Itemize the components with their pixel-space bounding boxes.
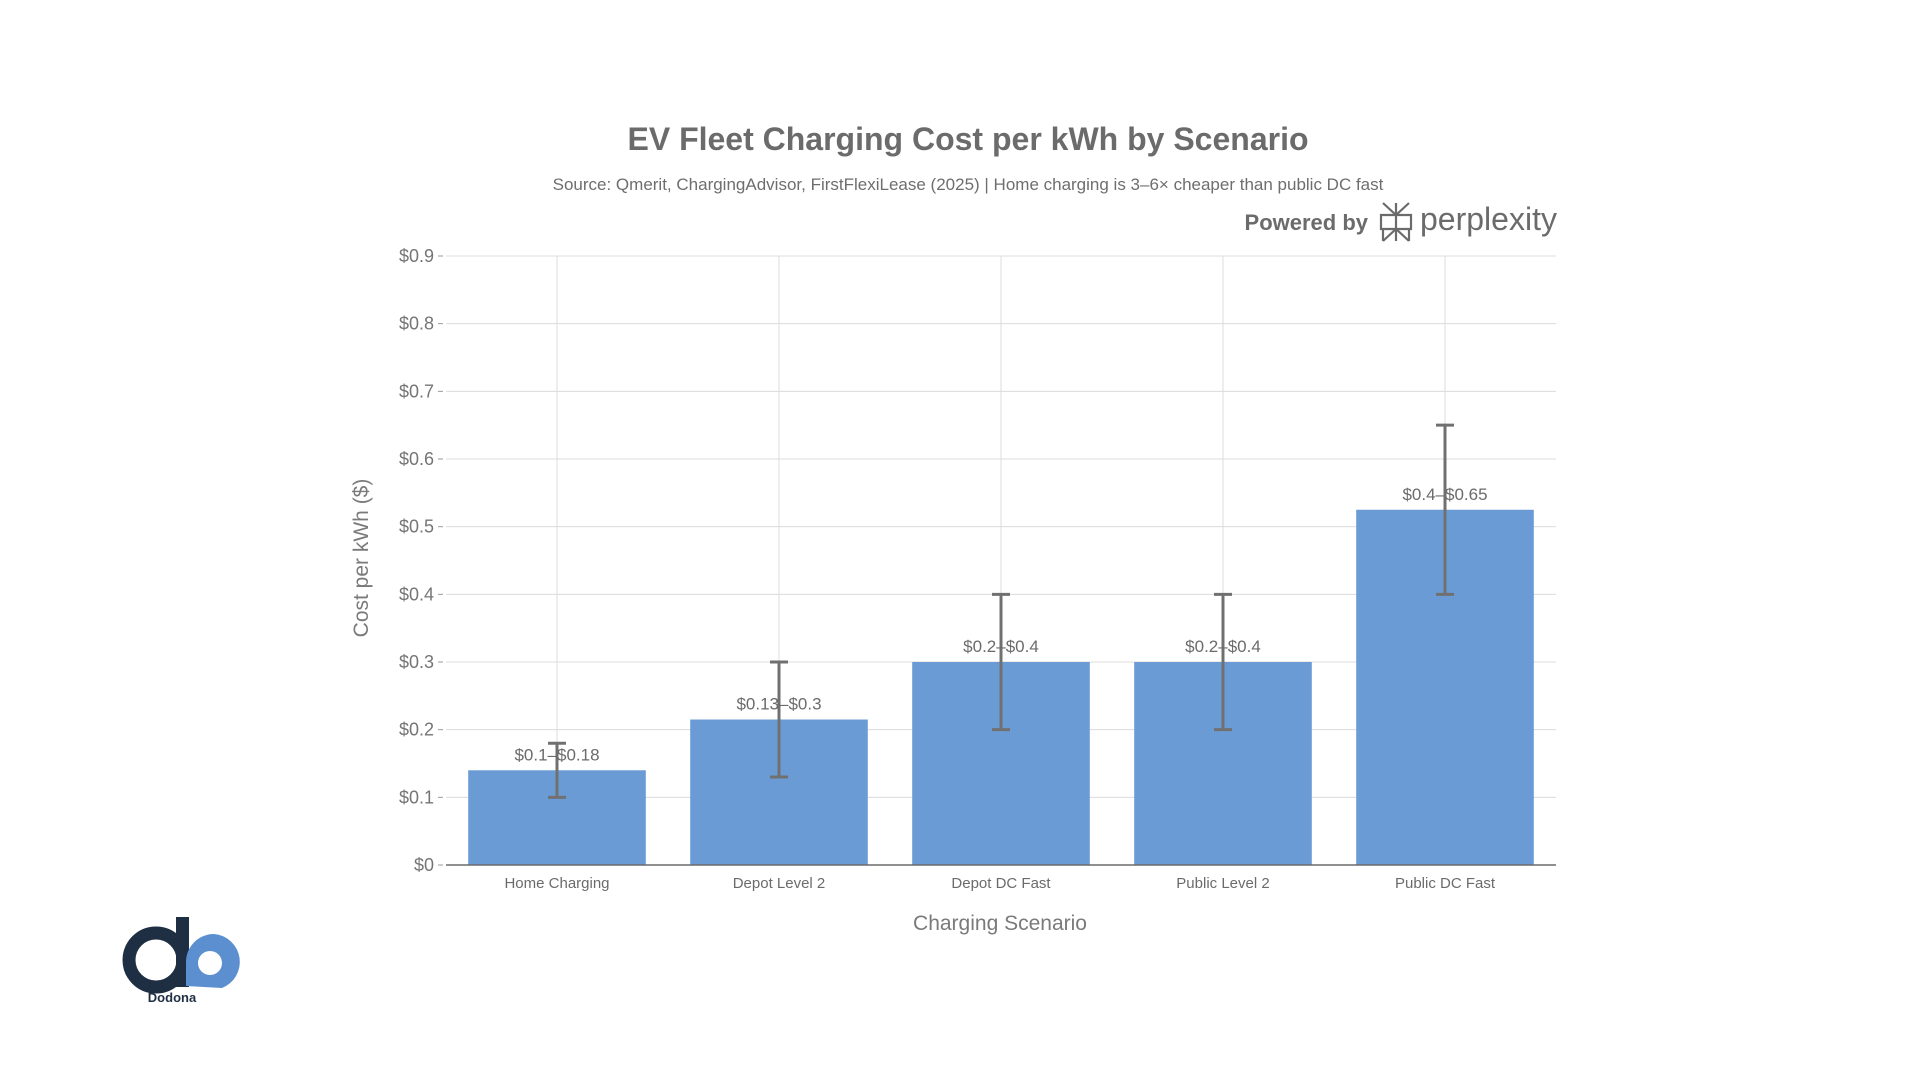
powered-by-text: Powered by: [1245, 210, 1369, 235]
y-tick-label: $0.7: [399, 381, 434, 401]
data-label: $0.4–$0.65: [1402, 485, 1487, 504]
data-label: $0.1–$0.18: [514, 745, 599, 764]
x-tick-label: Depot DC Fast: [951, 875, 1051, 892]
data-label: $0.2–$0.4: [963, 637, 1039, 656]
y-tick-label: $0.9: [399, 246, 434, 266]
y-tick-label: $0.6: [399, 449, 434, 469]
x-tick-label: Public DC Fast: [1395, 875, 1496, 892]
y-tick-label: $0.3: [399, 652, 434, 672]
x-tick-label: Home Charging: [504, 875, 609, 892]
y-tick-label: $0.5: [399, 517, 434, 537]
x-tick-label: Depot Level 2: [733, 875, 826, 892]
data-labels: $0.1–$0.18 $0.13–$0.3 $0.2–$0.4 $0.2–$0.4 $0…: [514, 485, 1487, 765]
error-bars: [548, 423, 1454, 799]
y-tick-label: $0.1: [399, 787, 434, 807]
chart-subtitle: Source: Qmerit, ChargingAdvisor, FirstFl…: [553, 175, 1384, 194]
y-tick-label: $0.8: [399, 314, 434, 334]
dodona-logo: Dodona: [122, 917, 240, 1005]
data-label: $0.2–$0.4: [1185, 637, 1261, 656]
chart-title: EV Fleet Charging Cost per kWh by Scenar…: [627, 121, 1308, 157]
x-axis-ticks: Home Charging Depot Level 2 Depot DC Fast P…: [504, 875, 1495, 892]
dodona-logo-icon: [122, 917, 240, 994]
y-axis-ticks: $0 $0.1 $0.2 $0.3 $0.4 $0.5 $0.6 $0.7 $0.8 $0.9: [399, 246, 443, 875]
dodona-logo-text: Dodona: [148, 990, 197, 1005]
powered-by-badge: Powered by perplexity: [1245, 201, 1557, 242]
y-tick-label: $0: [414, 855, 434, 875]
x-tick-label: Public Level 2: [1176, 875, 1269, 892]
y-axis-title: Cost per kWh ($): [350, 479, 373, 638]
bars: [468, 509, 1534, 865]
perplexity-wordmark: perplexity: [1420, 201, 1557, 237]
y-tick-label: $0.2: [399, 720, 434, 740]
perplexity-logo-icon: [1379, 202, 1413, 242]
y-tick-label: $0.4: [399, 584, 434, 604]
x-axis-title: Charging Scenario: [913, 912, 1087, 935]
data-label: $0.13–$0.3: [736, 695, 821, 714]
